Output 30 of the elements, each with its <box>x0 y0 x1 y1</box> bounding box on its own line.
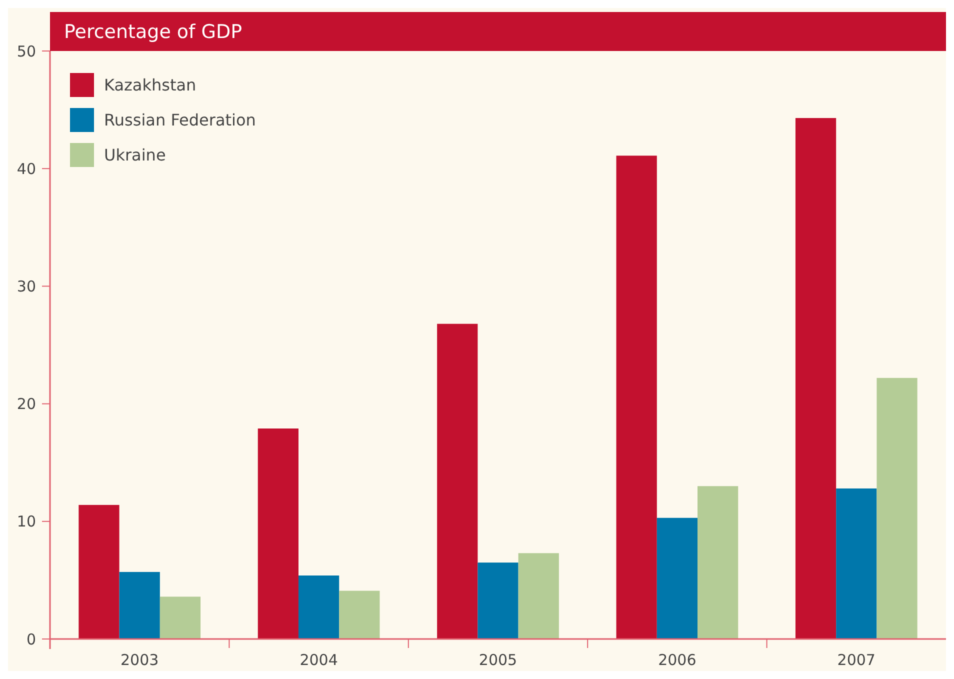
x-tick-label: 2003 <box>120 651 159 669</box>
y-tick-label: 50 <box>16 42 36 60</box>
x-tick-label: 2006 <box>658 651 696 669</box>
legend-label: Ukraine <box>104 146 166 165</box>
bar <box>339 590 380 639</box>
legend-label: Kazakhstan <box>104 76 196 95</box>
y-tick-label: 30 <box>16 277 36 296</box>
y-tick-label: 0 <box>26 630 36 648</box>
chart-title: Percentage of GDP <box>64 21 242 43</box>
bar <box>437 324 478 639</box>
bar <box>876 378 918 639</box>
y-tick-label: 10 <box>16 512 36 531</box>
bar <box>119 572 160 639</box>
bar <box>795 118 836 639</box>
bar <box>656 518 698 639</box>
bar <box>698 486 738 639</box>
bar <box>836 488 877 639</box>
bar <box>478 562 518 639</box>
y-tick-label: 20 <box>16 395 36 414</box>
bar <box>518 553 559 639</box>
bar <box>258 428 298 639</box>
x-tick-label: 2005 <box>478 651 518 669</box>
x-tick-label: 2004 <box>300 651 338 669</box>
bar <box>298 575 340 639</box>
y-tick-label: 40 <box>16 160 36 178</box>
bar <box>160 596 201 639</box>
bar <box>78 504 120 639</box>
bar <box>616 156 657 639</box>
legend-label: Russian Federation <box>104 110 256 130</box>
x-tick-label: 2007 <box>837 651 876 669</box>
